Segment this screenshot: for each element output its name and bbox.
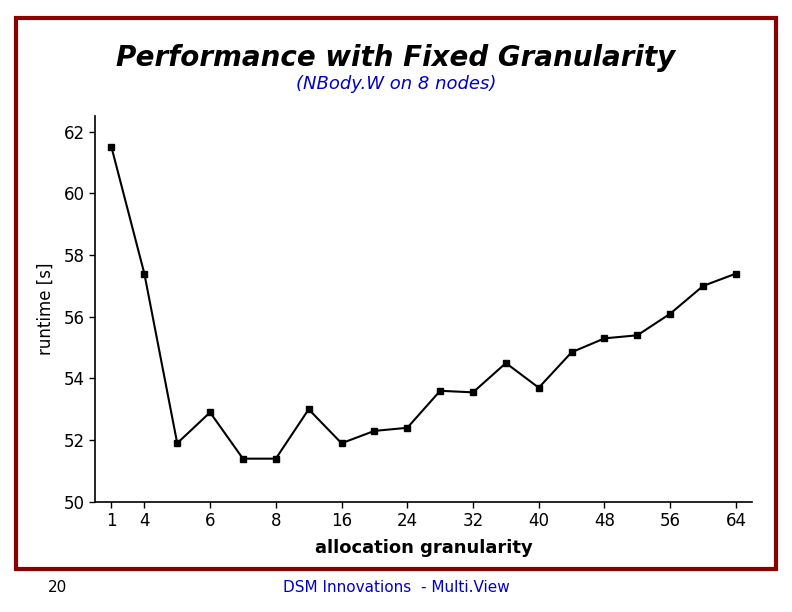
X-axis label: allocation granularity: allocation granularity (315, 539, 532, 556)
Text: Performance with Fixed Granularity: Performance with Fixed Granularity (116, 44, 676, 72)
Text: DSM Innovations  - Multi.View: DSM Innovations - Multi.View (283, 580, 509, 595)
Y-axis label: runtime [s]: runtime [s] (37, 263, 55, 356)
Text: (NBody.W on 8 nodes): (NBody.W on 8 nodes) (296, 75, 496, 94)
Text: 20: 20 (48, 580, 67, 595)
